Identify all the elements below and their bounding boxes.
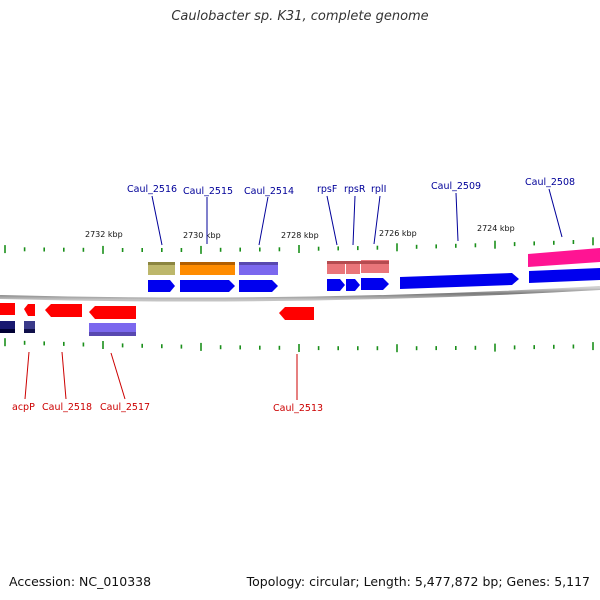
label-leader-line: [61, 351, 67, 400]
gene-arrow-rpsr[interactable]: [346, 279, 360, 291]
label-leader-line: [151, 195, 163, 246]
gene-box-caul-2508[interactable]: [528, 248, 600, 267]
gene-box-highlight: [148, 262, 175, 265]
gene-box-rpsf[interactable]: [327, 261, 345, 274]
gene-box-rpsr[interactable]: [346, 261, 360, 274]
minus-strand-cog-boxes: [0, 321, 136, 336]
ruler-label: 2724 kbp: [477, 224, 515, 233]
ruler-label: 2732 kbp: [85, 230, 123, 239]
gene-label-caul-2518[interactable]: Caul_2518: [42, 402, 92, 413]
gene-arrow-caul-2515[interactable]: [180, 280, 235, 292]
gene-arrow-caul-2508[interactable]: [529, 268, 600, 283]
plus-strand-labels: Caul_2516 Caul_2515 Caul_2514 rpsF rpsR …: [127, 177, 575, 246]
genome-backbone: [0, 286, 600, 302]
gene-box-caul-2514[interactable]: [239, 262, 278, 275]
ruler-ticks-bottom: [4, 338, 594, 353]
gene-label-acpp[interactable]: acpP: [12, 402, 35, 413]
gene-label-caul-2513[interactable]: Caul_2513: [273, 403, 323, 414]
label-leader-line: [258, 196, 269, 246]
ruler-labels: 2732 kbp 2730 kbp 2728 kbp 2726 kbp 2724…: [85, 224, 515, 240]
gene-label-rpsf[interactable]: rpsF: [317, 184, 337, 195]
gene-arrow-caul-2513[interactable]: [279, 307, 314, 320]
plus-strand-cog-boxes: [148, 248, 600, 275]
gene-label-caul-2515[interactable]: Caul_2515: [183, 186, 233, 197]
ruler-ticks-top: [4, 237, 594, 254]
label-leader-line: [548, 188, 563, 238]
gene-label-rpsr[interactable]: rpsR: [344, 184, 366, 195]
gene-box-acpp[interactable]: [24, 321, 35, 333]
gene-arrow-caul-2517[interactable]: [89, 306, 136, 319]
gene-box-highlight: [327, 261, 389, 264]
ruler-label: 2728 kbp: [281, 231, 319, 240]
gene-box-shade: [89, 332, 136, 336]
gene-arrow-caul-2516[interactable]: [148, 280, 175, 292]
gene-label-caul-2516[interactable]: Caul_2516: [127, 184, 177, 195]
gene-label-rpli[interactable]: rplI: [371, 184, 386, 195]
plus-strand-arrows: [148, 268, 600, 292]
footer-genome-stats: Topology: circular; Length: 5,477,872 bp…: [246, 574, 590, 589]
gene-arrow-caul-2509[interactable]: [400, 273, 519, 289]
gene-label-caul-2517[interactable]: Caul_2517: [100, 402, 150, 413]
gene-box-caul-2515[interactable]: [180, 262, 235, 275]
gene-box-highlight: [239, 262, 278, 265]
gene-arrow-caul-2518[interactable]: [45, 304, 82, 317]
gene-arrow-acpp[interactable]: [24, 304, 35, 316]
gene-box-shade: [0, 329, 15, 333]
gene-label-caul-2514[interactable]: Caul_2514: [244, 186, 294, 197]
label-leader-line: [326, 195, 338, 246]
gene-arrow-rpli[interactable]: [361, 278, 389, 290]
footer-accession: Accession: NC_010338: [9, 574, 152, 589]
minus-strand-labels: acpP Caul_2518 Caul_2517 Caul_2513: [12, 351, 323, 414]
gene-box-shade: [24, 329, 35, 333]
gene-label-caul-2508[interactable]: Caul_2508: [525, 177, 575, 188]
label-leader-line: [352, 195, 356, 246]
label-leader-line: [24, 351, 30, 400]
ruler-label: 2726 kbp: [379, 229, 417, 238]
gene-arrow-acpp-left[interactable]: [0, 303, 15, 315]
label-leader-line: [373, 195, 381, 245]
label-leader-line: [110, 352, 126, 400]
minus-strand-arrows: [0, 303, 314, 320]
gene-arrow-rpsf[interactable]: [327, 279, 345, 291]
gene-box-caul-2516[interactable]: [148, 262, 175, 275]
gene-arrow-caul-2514[interactable]: [239, 280, 278, 292]
ruler-label: 2730 kbp: [183, 231, 221, 240]
map-title: Caulobacter sp. K31, complete genome: [171, 9, 429, 24]
label-leader-line: [455, 192, 459, 242]
gene-label-caul-2509[interactable]: Caul_2509: [431, 181, 481, 192]
gene-box-highlight: [180, 262, 235, 265]
